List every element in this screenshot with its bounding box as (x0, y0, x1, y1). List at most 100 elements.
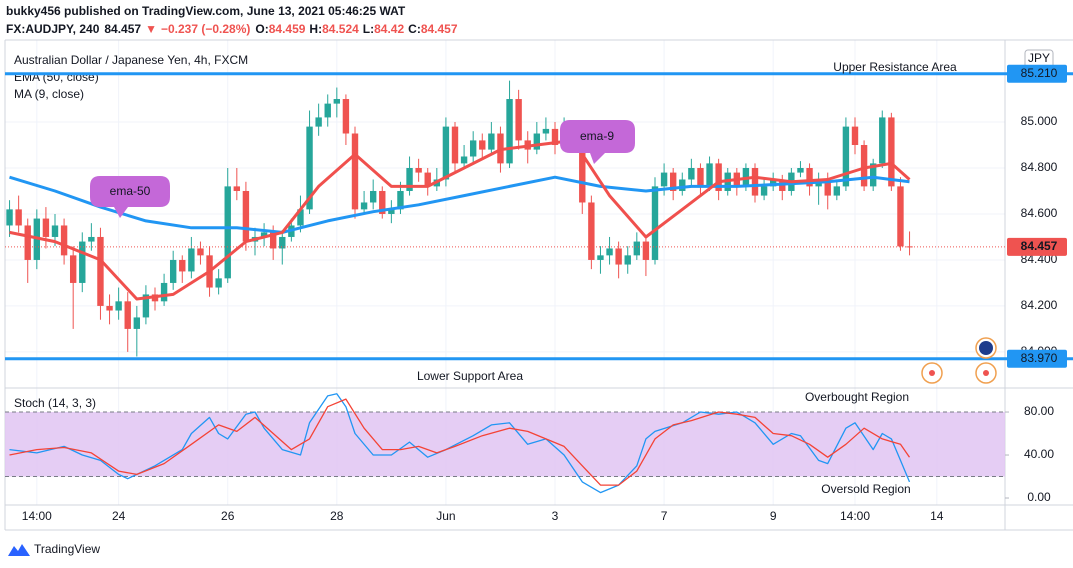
stoch-tick-label: 0.00 (1027, 490, 1051, 504)
chart-title: Australian Dollar / Japanese Yen, 4h, FX… (14, 53, 248, 67)
ema-9-callout (560, 120, 635, 164)
x-tick-label: 24 (112, 509, 126, 523)
candle-body (233, 186, 241, 191)
x-tick-label: 26 (221, 509, 235, 523)
candle-body (697, 167, 704, 187)
candle-body (333, 99, 341, 104)
candle-body (660, 172, 668, 187)
candle-body (351, 133, 359, 210)
x-tick-label: 28 (330, 509, 344, 523)
candle-body (669, 172, 677, 191)
flag-face (979, 341, 993, 355)
candle-body (542, 128, 550, 134)
candle-body (106, 305, 113, 311)
y-tick-label: 85.000 (1021, 114, 1058, 128)
high-label: H: (309, 22, 322, 36)
series-line (9, 175, 910, 234)
candle-body (488, 133, 495, 150)
candle-body (242, 190, 250, 242)
candle-body (679, 179, 686, 191)
candle-body (906, 246, 913, 248)
candle-body (51, 225, 59, 237)
candle-body (506, 99, 513, 164)
candle-body (442, 126, 450, 180)
candle-body (833, 186, 841, 196)
open-label: O: (255, 22, 268, 36)
candle-body (606, 248, 613, 256)
last-price-box (1007, 237, 1067, 256)
candle-body (688, 167, 695, 180)
candle-body (97, 236, 104, 306)
x-tick-label: 9 (770, 509, 777, 523)
x-tick-label: 14 (930, 509, 944, 523)
candle-body (806, 167, 813, 187)
y-tick-label: 84.600 (1021, 206, 1058, 220)
candle-body (897, 186, 904, 247)
candle-body (142, 294, 150, 318)
candle-body (424, 172, 431, 187)
candle-body (406, 167, 413, 191)
candle-body (615, 248, 622, 265)
candle-body (279, 236, 286, 249)
stoch-tick-label: 80.00 (1024, 404, 1054, 418)
candle-body (306, 126, 313, 210)
footer-brand[interactable]: TradingView (34, 542, 100, 556)
candle-body (179, 259, 186, 272)
stoch-title: Stoch (14, 3, 3) (14, 396, 96, 410)
candle-body (597, 255, 604, 260)
candle-body (715, 163, 722, 191)
candle-body (388, 209, 395, 214)
level-price-label: 83.970 (1021, 351, 1058, 365)
candle-body (624, 255, 631, 265)
candle-body (642, 241, 650, 260)
open-value: 84.459 (269, 22, 306, 36)
candle-body (451, 126, 459, 164)
candle-body (588, 202, 595, 260)
candle-body (751, 167, 759, 196)
candle-body (15, 209, 22, 226)
x-tick-label: 7 (661, 509, 668, 523)
candle-body (24, 225, 31, 260)
low-label: L: (363, 22, 374, 36)
ema-9-callout-text: ema-9 (580, 129, 614, 143)
candle-body (6, 209, 13, 226)
candle-body (651, 186, 659, 260)
candle-body (88, 236, 95, 242)
candle-body (479, 140, 486, 150)
candle-body (851, 126, 859, 146)
candle-body (342, 99, 350, 134)
stoch-annotation: Oversold Region (821, 482, 910, 496)
candle-body (824, 179, 831, 196)
quote-line: FX:AUDJPY, 240 84.457 ▼ −0.237 (−0.28%) O:84… (6, 22, 458, 36)
publisher-line: bukky456 published on TradingView.com, J… (6, 4, 406, 18)
level-price-box (1007, 349, 1067, 368)
down-arrow: ▼ (145, 22, 157, 36)
x-tick-label: 14:00 (840, 509, 870, 523)
candle-body (760, 186, 768, 196)
candle-body (533, 133, 541, 150)
candle-body (315, 117, 322, 127)
candle-body (860, 145, 868, 187)
series-line (9, 393, 911, 494)
y-tick-label: 84.800 (1021, 160, 1058, 174)
last-price: 84.457 (104, 22, 141, 36)
candle-body (188, 248, 195, 272)
candle-body (469, 140, 477, 157)
candle-body (397, 190, 404, 210)
logo-mark (8, 544, 30, 556)
x-tick-label: 3 (552, 509, 559, 523)
high-value: 84.524 (322, 22, 359, 36)
level-annotation: Upper Resistance Area (833, 60, 957, 74)
level-price-box (1007, 64, 1067, 83)
x-tick-label: Jun (436, 509, 455, 523)
event-dot (929, 370, 935, 376)
candle-body (633, 241, 641, 256)
plot: 14:00242628Jun37914:001484.00084.20084.4… (5, 60, 1073, 523)
symbol: FX:AUDJPY, 240 (6, 22, 100, 36)
candle-body (160, 282, 168, 302)
series-line (9, 398, 911, 486)
last-price-label: 84.457 (1021, 239, 1058, 253)
candle-body (324, 103, 331, 118)
legend-ma: MA (9, close) (14, 87, 84, 101)
candle-body (124, 301, 131, 329)
